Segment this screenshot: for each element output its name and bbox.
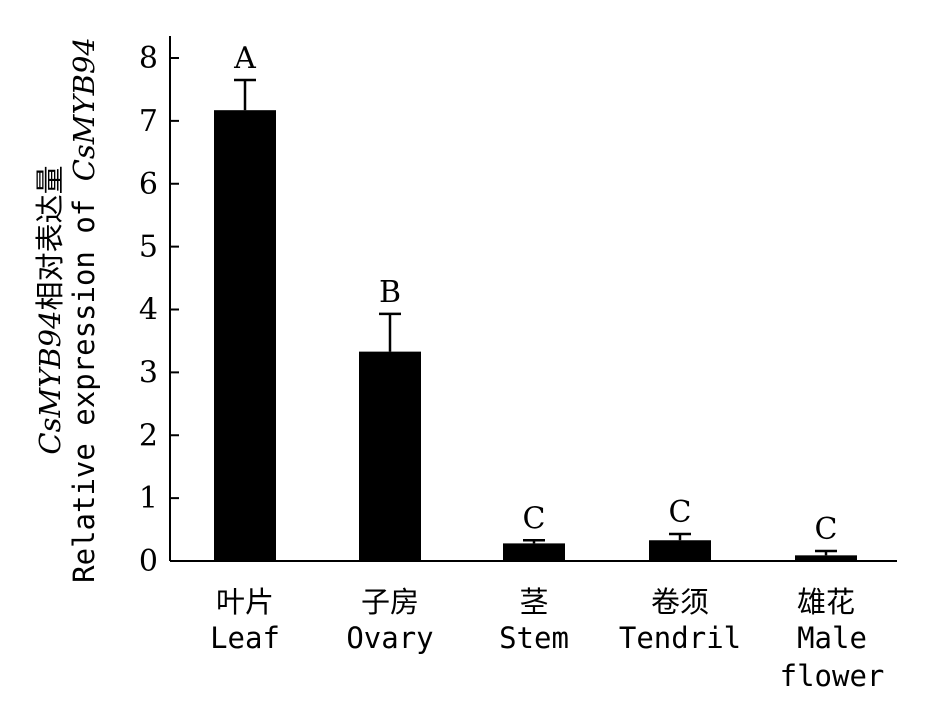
significance-label: B — [379, 275, 401, 310]
category-label-cn: 雄花 — [797, 585, 855, 619]
axes — [169, 36, 897, 562]
bar — [649, 540, 711, 561]
category-label-cn: 茎 — [519, 585, 548, 619]
bars — [214, 110, 857, 561]
category-label-en: Tendril — [619, 621, 741, 655]
category-label-en: Stem — [499, 621, 569, 655]
y-tick-label: 1 — [139, 481, 158, 516]
bar — [503, 543, 565, 561]
y-tick-label: 4 — [139, 293, 158, 328]
significance-label: C — [669, 495, 692, 530]
y-axis-label-line-2: Relative expression of CsMYB94 — [67, 37, 101, 583]
y-axis-label-en: Relative expression of — [67, 181, 101, 583]
category-label-cn: 卷须 — [651, 585, 709, 619]
y-tick-label: 7 — [139, 104, 158, 139]
significance-labels: A B C C C — [233, 41, 837, 547]
y-tick-label: 6 — [139, 167, 158, 202]
bar — [214, 110, 276, 561]
bar — [795, 555, 857, 561]
significance-label: A — [233, 41, 256, 76]
category-label-en: flower — [780, 659, 885, 693]
category-label-en: Ovary — [346, 621, 433, 655]
category-label-en: Leaf — [210, 621, 280, 655]
significance-label: C — [523, 501, 546, 536]
y-axis-label-gene-en: CsMYB94 — [67, 37, 101, 181]
y-axis-label-cn: 相对表达量 — [33, 165, 67, 310]
y-axis-label-gene: CsMYB94 — [33, 310, 67, 454]
y-tick-label: 0 — [139, 544, 158, 579]
y-axis-label-line-1: CsMYB94相对表达量 — [33, 165, 67, 454]
category-label-cn: 叶片 — [216, 585, 274, 619]
y-tick-label: 2 — [139, 418, 158, 453]
error-bars — [234, 78, 837, 556]
significance-label: C — [815, 512, 838, 547]
category-label-en: Male — [797, 621, 867, 655]
category-label-cn: 子房 — [361, 585, 419, 619]
y-axis-label: CsMYB94相对表达量 Relative expression of CsMY… — [33, 37, 101, 583]
y-tick-label: 8 — [139, 41, 158, 76]
bar — [359, 351, 421, 561]
y-axis-ticks: 0 1 2 3 4 5 6 7 8 — [139, 41, 179, 579]
y-tick-label: 3 — [139, 355, 158, 390]
y-tick-label: 5 — [139, 230, 158, 265]
